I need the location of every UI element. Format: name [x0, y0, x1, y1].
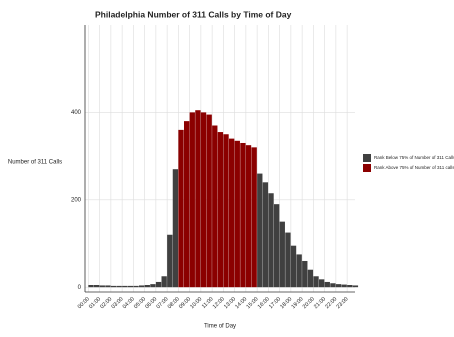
bar — [296, 254, 302, 288]
x-tick-label: 18:00 — [279, 296, 293, 310]
bar — [161, 276, 167, 288]
x-tick-label: 06:00 — [144, 296, 158, 310]
x-tick-label: 02:00 — [99, 296, 113, 310]
bar — [155, 281, 162, 288]
chart-title: Philadelphia Number of 311 Calls by Time… — [95, 9, 292, 19]
x-tick-label: 05:00 — [133, 296, 147, 310]
bar — [262, 182, 269, 288]
bar — [195, 110, 201, 288]
bar — [144, 285, 150, 288]
bar — [110, 285, 117, 288]
bar — [184, 121, 190, 288]
bar — [200, 112, 207, 288]
bar — [279, 221, 285, 288]
x-tick-label: 21:00 — [313, 296, 327, 310]
bar — [330, 283, 336, 288]
bar — [189, 112, 195, 288]
bar — [341, 284, 347, 288]
bar — [285, 232, 291, 288]
legend-swatch — [363, 154, 371, 162]
bar — [319, 279, 325, 288]
bar — [257, 173, 263, 288]
x-tick-label: 19:00 — [291, 296, 305, 310]
bar — [94, 285, 100, 288]
bar — [307, 269, 314, 288]
x-tick-label: 22:00 — [324, 296, 338, 310]
x-tick-label: 08:00 — [167, 296, 181, 310]
bar — [268, 193, 274, 288]
x-tick-label: 03:00 — [111, 296, 125, 310]
bar — [223, 134, 229, 288]
bar — [251, 147, 257, 288]
bar — [335, 284, 342, 288]
bar — [324, 281, 330, 288]
bar — [167, 234, 173, 288]
x-tick-label: 04:00 — [122, 296, 136, 310]
bar — [133, 285, 139, 288]
bar — [88, 285, 94, 288]
bar — [139, 285, 145, 288]
bar — [217, 132, 224, 288]
x-tick-label: 16:00 — [257, 296, 271, 310]
bar — [150, 284, 156, 288]
bar — [274, 204, 280, 288]
x-tick-label: 09:00 — [178, 296, 192, 310]
x-tick-label: 14:00 — [234, 296, 248, 310]
x-tick-label: 23:00 — [336, 296, 350, 310]
x-tick-label: 10:00 — [189, 296, 203, 310]
bar — [290, 245, 297, 288]
bar — [206, 114, 212, 288]
bar — [234, 140, 240, 288]
x-tick-label: 17:00 — [268, 296, 282, 310]
bar — [122, 285, 128, 288]
bar — [99, 285, 105, 288]
legend-swatch — [363, 164, 371, 172]
y-tick-label: 0 — [78, 285, 82, 291]
x-tick-label: 12:00 — [212, 296, 226, 310]
bar — [352, 285, 359, 288]
x-tick-label: 15:00 — [246, 296, 260, 310]
x-axis-label: Time of Day — [204, 324, 236, 330]
bar — [178, 129, 184, 288]
x-tick-label: 01:00 — [88, 296, 102, 310]
y-tick-label: 400 — [71, 110, 82, 116]
legend-label: Rank Below 75% of Number of 311 Calls — [374, 155, 454, 160]
y-tick-label: 200 — [71, 197, 82, 203]
bar — [245, 145, 252, 288]
x-tick-label: 07:00 — [156, 296, 170, 310]
x-tick-label: 20:00 — [302, 296, 316, 310]
bar — [313, 276, 319, 288]
bar — [116, 285, 122, 288]
bar — [105, 285, 111, 288]
bar — [212, 125, 218, 288]
bar — [127, 285, 134, 288]
y-axis-label: Number of 311 Calls — [8, 160, 62, 166]
legend-label: Rank Above 75% of Number of 311 calls — [374, 165, 454, 170]
x-tick-label: 13:00 — [223, 296, 237, 310]
bar — [347, 285, 353, 288]
bar — [229, 138, 235, 288]
bar — [302, 260, 308, 288]
bar — [172, 169, 179, 288]
x-tick-label: 00:00 — [77, 296, 91, 310]
bar — [240, 142, 246, 288]
